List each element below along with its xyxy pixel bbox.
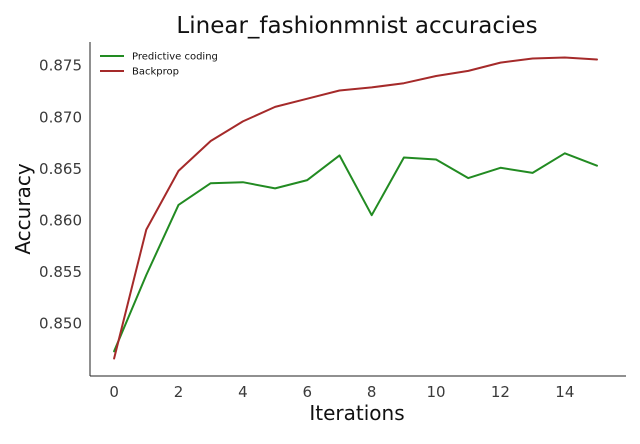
legend: Predictive coding Backprop [100, 52, 218, 78]
x-tick-labels: 0 2 4 6 8 10 12 14 [109, 383, 574, 401]
y-tick-labels: 0.850 0.855 0.860 0.865 0.870 0.875 [39, 57, 82, 333]
y-axis-title: Accuracy [11, 163, 35, 254]
chart-title: Linear_fashionmnist accuracies [176, 13, 537, 39]
x-tick-label: 8 [367, 383, 377, 401]
x-axis-title: Iterations [309, 401, 404, 425]
y-tick-label: 0.875 [39, 57, 82, 75]
y-tick-label: 0.865 [39, 160, 82, 178]
x-tick-label: 6 [303, 383, 313, 401]
x-tick-label: 4 [238, 383, 248, 401]
x-tick-label: 14 [555, 383, 574, 401]
y-tick-label: 0.850 [39, 314, 82, 332]
y-tick-label: 0.870 [39, 108, 82, 126]
series-lines [113, 56, 598, 360]
x-tick-label: 12 [491, 383, 510, 401]
x-tick-label: 10 [427, 383, 446, 401]
x-tick-label: 0 [109, 383, 119, 401]
legend-label-predictive-coding: Predictive coding [132, 52, 218, 63]
y-tick-label: 0.855 [39, 263, 82, 281]
series-line-backprop [113, 56, 598, 360]
y-tick-label: 0.860 [39, 211, 82, 229]
x-tick-label: 2 [174, 383, 184, 401]
legend-label-backprop: Backprop [132, 67, 179, 78]
series-line-predictive-coding [113, 152, 598, 353]
